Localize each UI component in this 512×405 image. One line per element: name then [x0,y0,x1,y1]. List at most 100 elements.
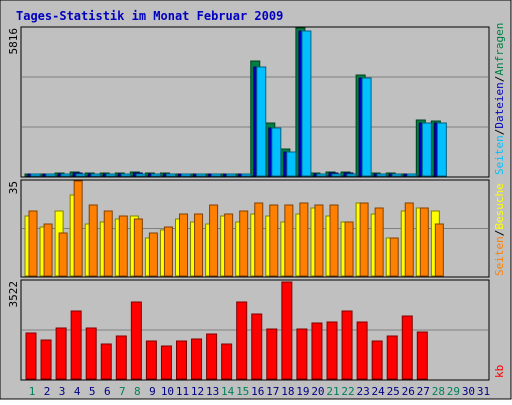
bar-bottom-kb-day-17 [266,328,278,380]
day-label-22: 22 [341,385,354,398]
bar-middle-seiten-day-15 [239,210,249,277]
bar-top-seiten-day-13 [211,173,222,177]
day-label-31: 31 [477,385,490,398]
legend-pages: Seiten [493,135,506,175]
bar-middle-seiten-day-23 [359,202,369,277]
legend-sep-1: / [493,129,506,136]
bar-top-seiten-day-27 [421,122,432,177]
bar-top-seiten-day-17 [271,127,282,177]
bar-middle-seiten-day-1 [28,210,38,277]
bar-bottom-kb-day-24 [371,340,383,380]
bar-bottom-kb-day-12 [191,338,203,380]
day-label-27: 27 [417,385,430,398]
bar-middle-seiten-day-16 [254,202,264,277]
day-label-3: 3 [59,385,66,398]
bar-middle-seiten-day-19 [299,202,309,277]
day-label-26: 26 [402,385,415,398]
bar-top-seiten-day-23 [361,77,372,177]
bar-bottom-kb-day-11 [176,340,187,380]
bar-top-seiten-day-8 [135,173,146,177]
bar-middle-seiten-day-9 [148,232,158,277]
legend-hits: Anfragen [493,23,506,76]
bar-bottom-kb-day-25 [386,335,398,380]
bar-top-seiten-day-16 [256,66,267,177]
bar-middle-seiten-day-28 [434,223,444,277]
day-label-20: 20 [311,385,324,398]
day-label-4: 4 [74,385,81,398]
bar-bottom-kb-day-18 [281,281,293,380]
day-label-10: 10 [161,385,174,398]
legend-sep-2: / [493,76,506,83]
bar-bottom-kb-day-21 [326,321,338,380]
bar-bottom-kb-day-5 [85,327,97,380]
bar-bottom-kb-day-13 [206,333,218,380]
day-labels: 1 2 3 4 5 6 7 8 9 10 11 12 13 14 15 16 17 18 19 20 21 22 23 24 2… [29,385,490,398]
bar-middle-seiten-day-22 [344,221,354,277]
day-label-24: 24 [372,385,386,398]
day-label-19: 19 [296,385,309,398]
day-label-2: 2 [44,385,51,398]
legend-sites: Seiten [493,236,506,276]
day-label-8: 8 [134,385,141,398]
bar-bottom-kb-day-3 [55,327,67,380]
kb-max-label: 3522 [7,281,20,308]
bar-bottom-kb-day-22 [341,310,353,380]
bar-middle-seiten-day-6 [103,210,113,277]
day-label-9: 9 [149,385,156,398]
bar-middle-seiten-day-8 [133,218,143,277]
day-label-5: 5 [89,385,96,398]
visits-max-label: 35 [7,181,20,194]
legend-visits: Besuche [493,183,506,229]
middle-side-legend: Seiten/Besuche [493,183,506,276]
bar-middle-seiten-day-11 [179,213,188,277]
bar-top-seiten-day-1 [30,173,41,177]
hits-max-label: 5816 [7,28,20,55]
bar-middle-seiten-day-13 [209,204,219,277]
bar-middle-seiten-day-21 [329,204,339,277]
bar-middle-seiten-day-25 [389,237,399,277]
bar-middle-seiten-day-4 [73,180,83,277]
bar-bottom-kb-day-16 [251,313,263,380]
bar-bottom-kb-day-20 [311,322,323,380]
bar-top-seiten-day-14 [226,173,237,177]
bar-top-seiten-day-19 [301,30,312,177]
bar-middle-seiten-day-20 [314,204,324,277]
day-label-6: 6 [104,385,111,398]
bar-bottom-kb-day-27 [416,331,428,380]
bar-top-seiten-day-20 [316,173,327,177]
bar-bottom-kb-day-14 [221,343,233,380]
bar-bottom-kb-day-4 [70,310,82,380]
bar-middle-seiten-day-10 [163,226,173,277]
bottom-side-legend: kb [493,365,506,378]
day-label-7: 7 [119,385,126,398]
bar-middle-seiten-day-18 [284,204,294,277]
day-label-16: 16 [251,385,264,398]
bar-bottom-kb-day-7 [115,335,127,380]
bar-top-seiten-day-5 [90,173,101,177]
bar-top-seiten-day-18 [286,151,297,177]
bar-middle-seiten-day-2 [43,223,53,277]
day-label-25: 25 [387,385,400,398]
bar-middle-seiten-day-12 [194,213,204,277]
bar-bottom-kb-day-2 [40,339,52,380]
bar-top-seiten-day-28 [436,122,447,177]
bar-bottom-kb-day-10 [160,345,172,380]
bar-middle-seiten-day-26 [404,202,414,277]
day-label-17: 17 [266,385,279,398]
day-label-23: 23 [356,385,369,398]
day-label-12: 12 [191,385,204,398]
bar-bottom-kb-day-9 [145,340,157,380]
day-label-28: 28 [432,385,445,398]
bar-bottom-kb-day-8 [130,301,142,380]
bar-top-seiten-day-11 [181,173,191,177]
day-label-11: 11 [176,385,189,398]
bar-middle-seiten-day-27 [419,207,429,277]
bar-top-seiten-day-15 [241,173,252,177]
bar-middle-seiten-day-3 [58,232,68,277]
bar-bottom-kb-day-23 [356,321,368,380]
day-label-13: 13 [206,385,219,398]
bar-top-seiten-day-2 [45,173,56,177]
bar-middle-seiten-day-24 [374,207,384,277]
